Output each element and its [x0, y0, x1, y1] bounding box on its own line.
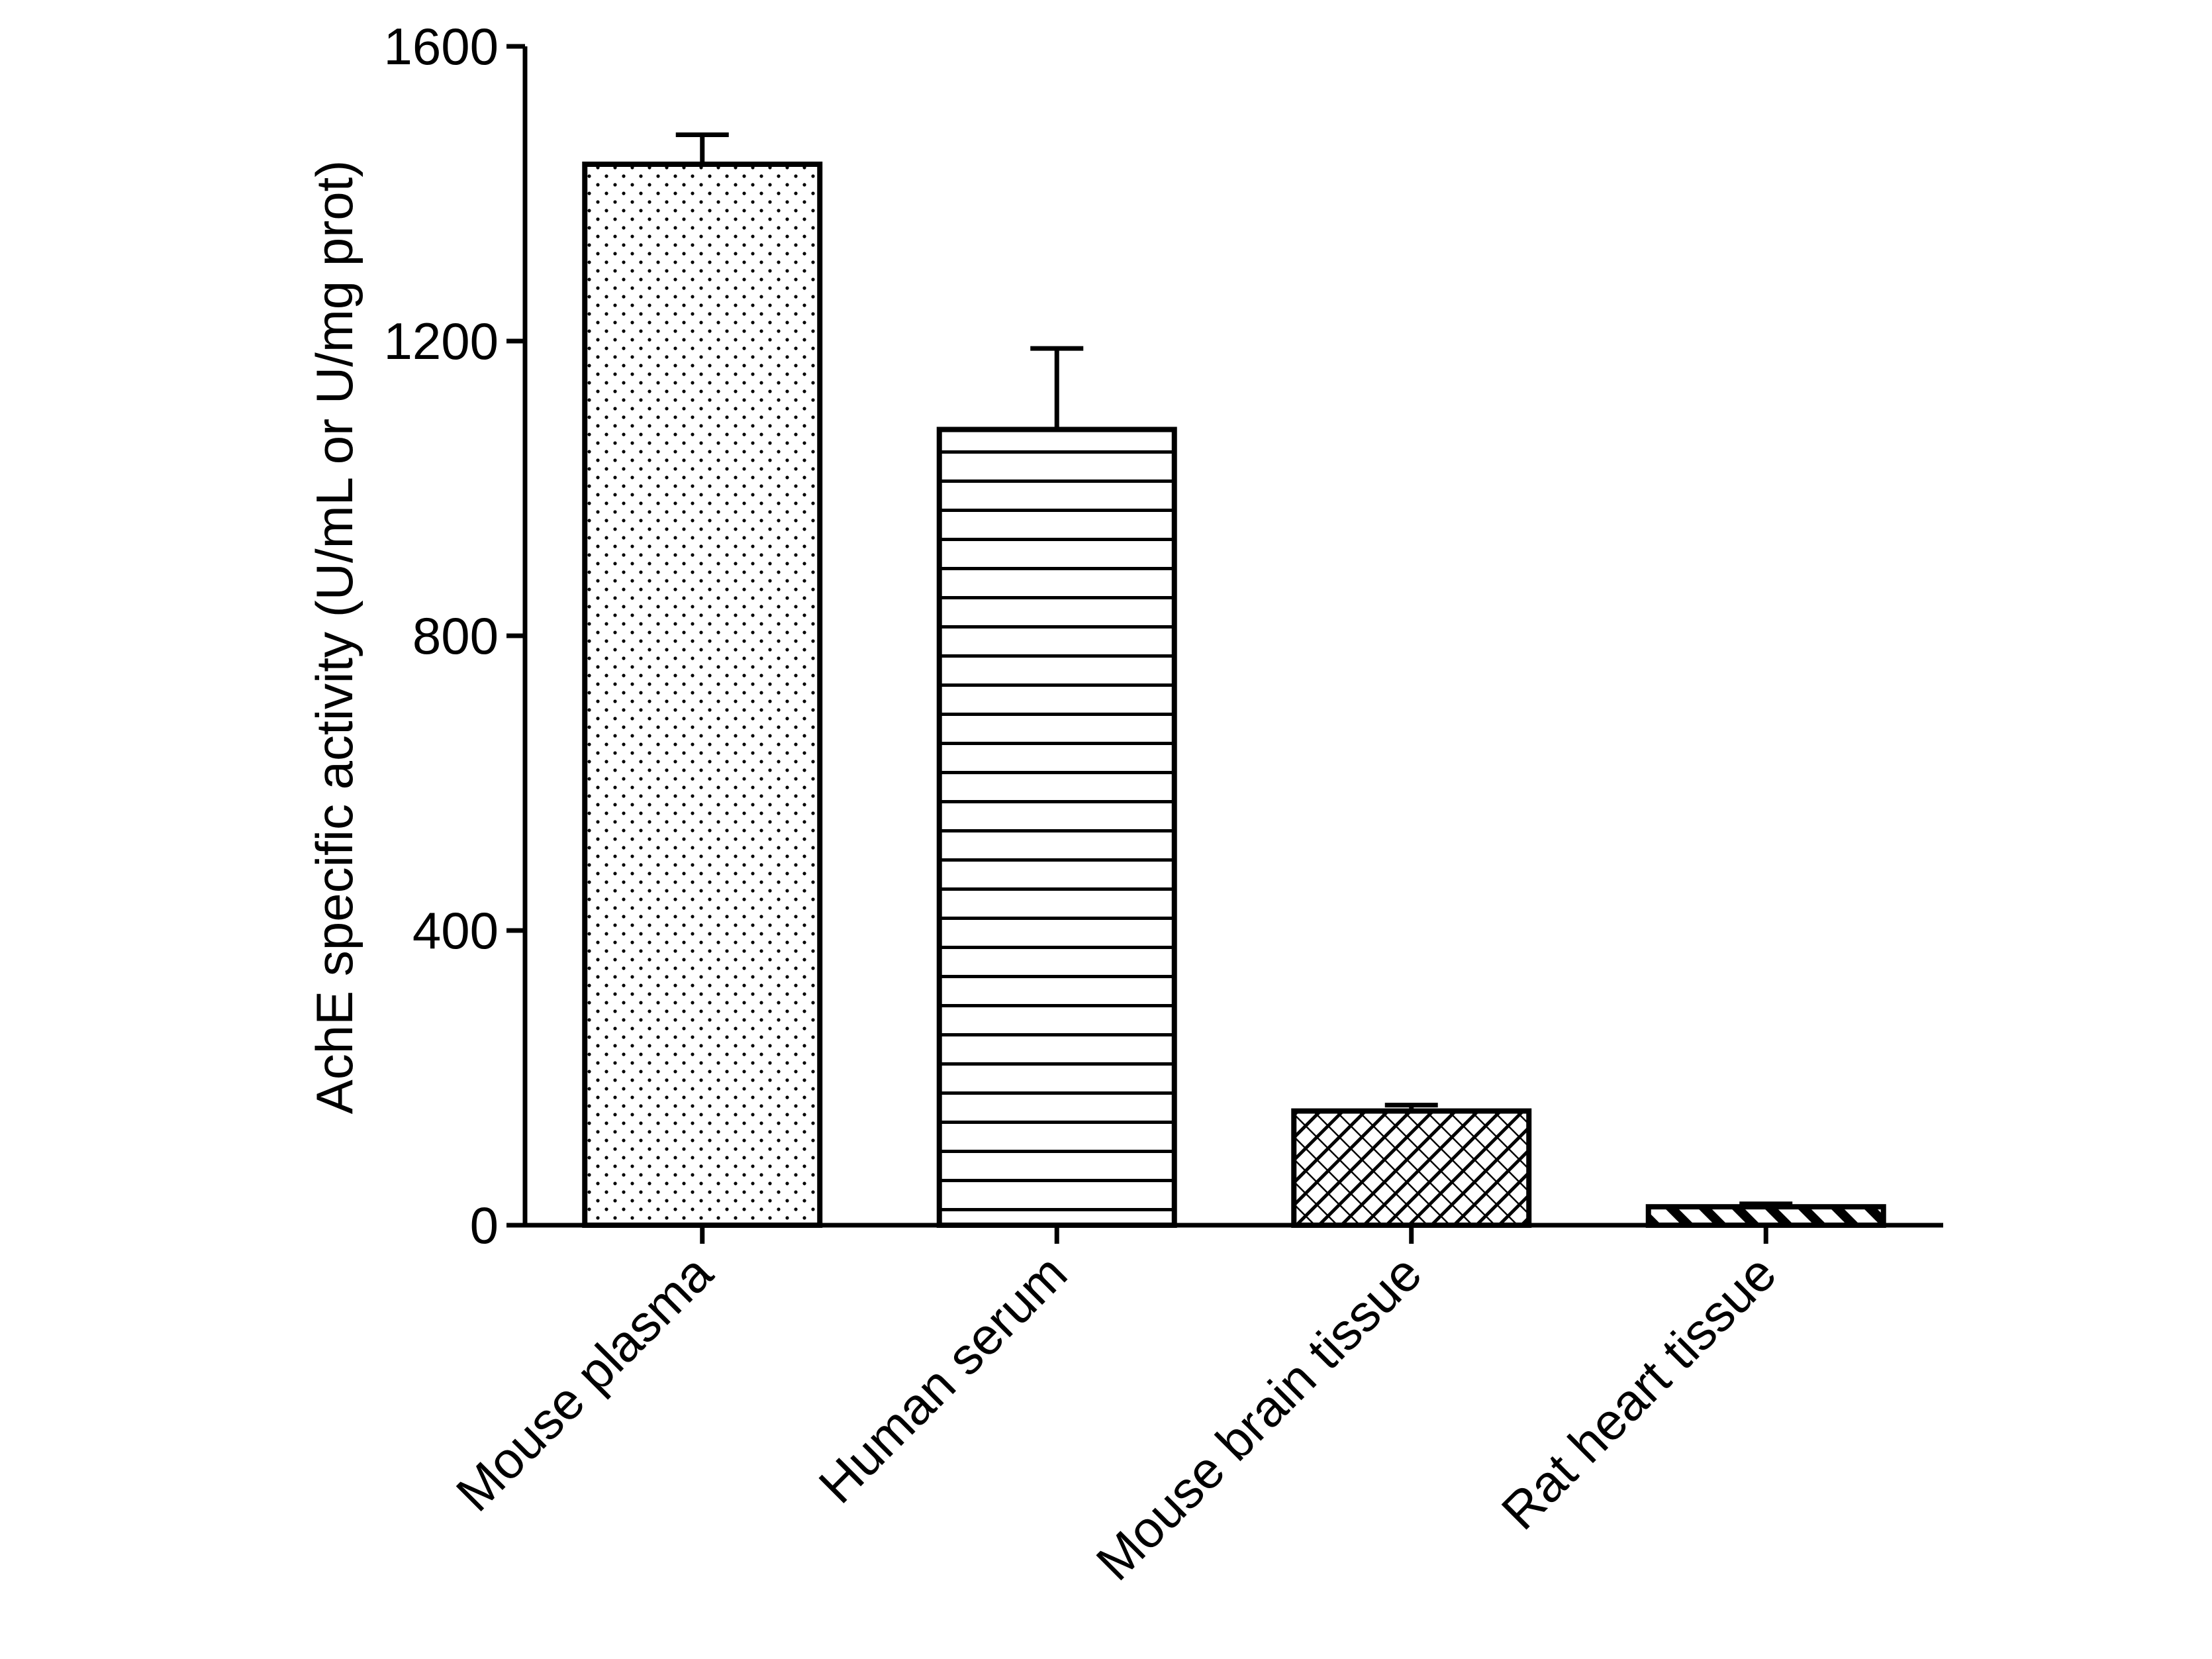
y-tick-label: 400 — [412, 901, 499, 960]
bar-rat-heart-tissue — [1645, 1204, 1886, 1228]
y-tick-label: 0 — [470, 1196, 499, 1254]
bar-mouse-plasma — [582, 162, 823, 1228]
x-category-label: Mouse plasma — [445, 1243, 724, 1522]
y-tick-label: 800 — [412, 607, 499, 665]
bar-human-serum — [936, 427, 1177, 1228]
error-bars-layer — [675, 132, 1793, 1207]
x-category-label: Mouse brain tissue — [1085, 1244, 1433, 1591]
y-axis-title: AchE specific activity (U/mL or U/mg pro… — [305, 160, 363, 1114]
x-category-label: Human serum — [808, 1244, 1079, 1515]
x-category-label: Rat heart tissue — [1490, 1244, 1788, 1541]
y-tick-label: 1600 — [383, 17, 499, 75]
y-ticks: 0 400 800 1200 1600 — [383, 17, 525, 1254]
bar-mouse-brain-tissue — [1291, 1108, 1532, 1228]
y-tick-label: 1200 — [383, 312, 499, 370]
x-ticks: Mouse plasma Human serum Mouse brain tissu… — [445, 1225, 1787, 1591]
bars-layer — [582, 162, 1886, 1228]
